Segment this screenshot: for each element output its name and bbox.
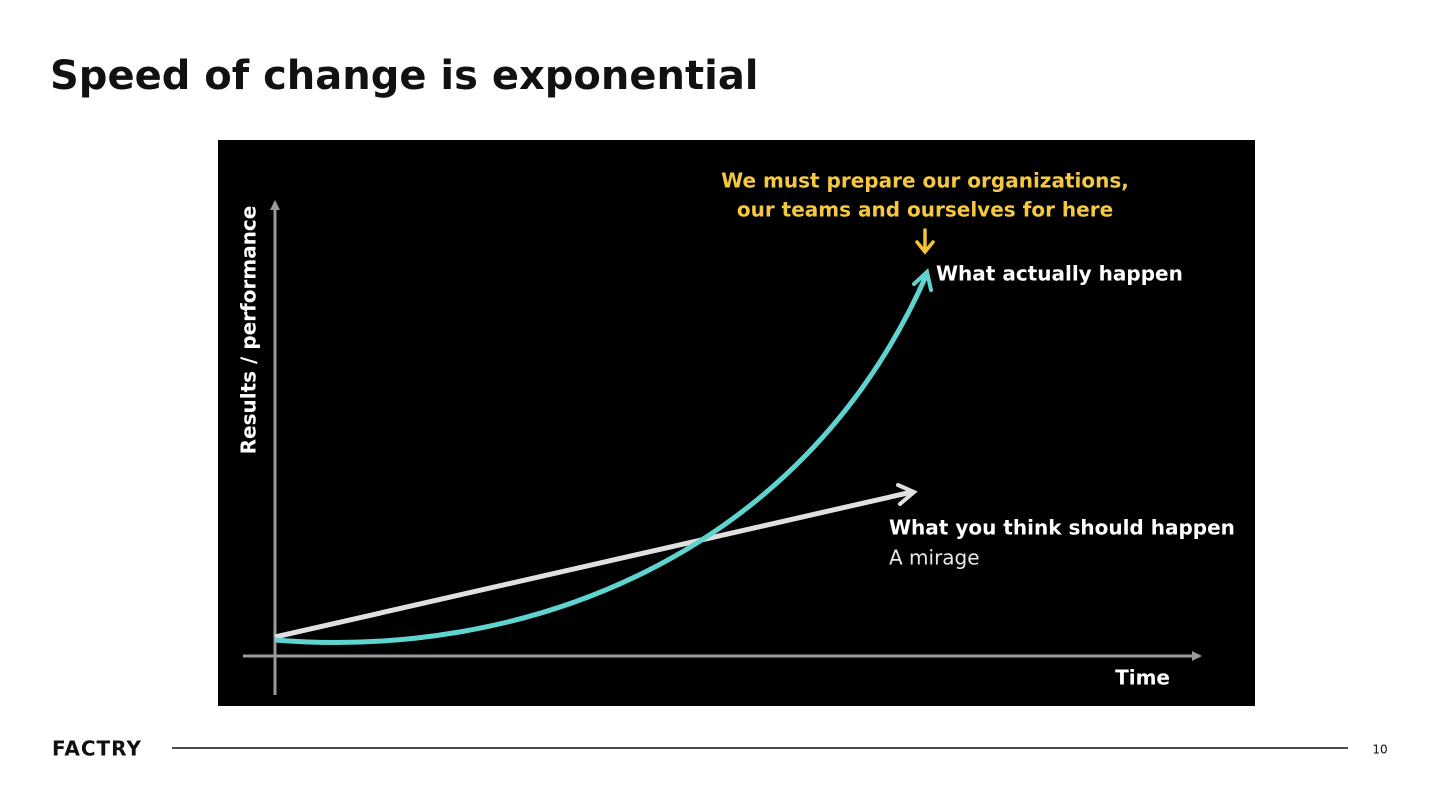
y-axis-label: Results / performance — [237, 206, 261, 455]
exponential-arrowhead — [912, 268, 933, 292]
diagram: Results / performance Time We must prepa… — [218, 140, 1255, 706]
footer: FACTRY 10 — [52, 737, 1388, 761]
callout-line: our teams and ourselves for here — [737, 198, 1113, 222]
exponential-label: What actually happen — [936, 262, 1183, 286]
linear-sublabel: A mirage — [889, 546, 980, 570]
diagram-background — [218, 140, 1255, 706]
linear-line — [274, 489, 913, 640]
page-number: 10 — [1372, 743, 1387, 757]
callout-line: We must prepare our organizations, — [721, 169, 1129, 193]
slide-title: Speed of change is exponential — [50, 53, 759, 99]
logo: FACTRY — [52, 737, 142, 761]
x-axis-label: Time — [1115, 666, 1170, 690]
linear-arrowhead — [896, 483, 918, 506]
linear-label: What you think should happen — [889, 516, 1235, 540]
exponential-curve — [274, 274, 929, 645]
callout-arrow — [915, 228, 935, 255]
